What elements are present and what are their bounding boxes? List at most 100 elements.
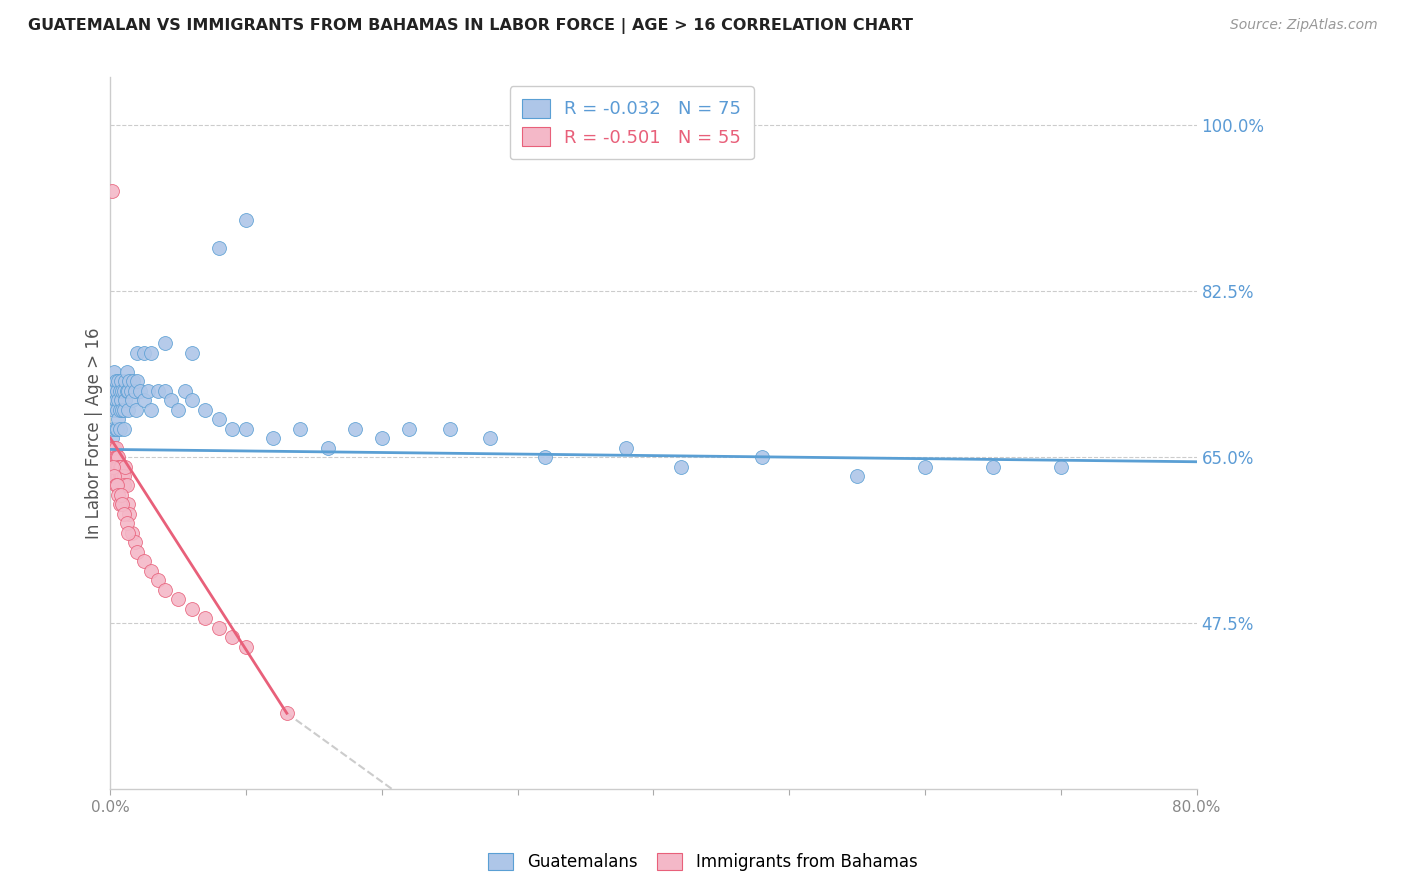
Point bbox=[104, 478, 127, 492]
Point bbox=[108, 402, 131, 417]
Point bbox=[103, 402, 125, 417]
Point bbox=[127, 345, 149, 359]
Point bbox=[115, 365, 138, 379]
Point bbox=[153, 582, 176, 597]
Point bbox=[479, 431, 502, 445]
Point bbox=[134, 345, 156, 359]
Point bbox=[127, 374, 149, 388]
Point bbox=[105, 478, 128, 492]
Point bbox=[118, 374, 141, 388]
Point bbox=[108, 384, 131, 398]
Point bbox=[235, 640, 257, 654]
Text: Source: ZipAtlas.com: Source: ZipAtlas.com bbox=[1230, 18, 1378, 32]
Point bbox=[117, 525, 139, 540]
Point bbox=[846, 469, 869, 483]
Point bbox=[114, 393, 136, 408]
Point bbox=[101, 441, 124, 455]
Point bbox=[115, 384, 138, 398]
Legend: R = -0.032   N = 75, R = -0.501   N = 55: R = -0.032 N = 75, R = -0.501 N = 55 bbox=[510, 87, 754, 160]
Point bbox=[101, 459, 124, 474]
Point bbox=[533, 450, 555, 464]
Point bbox=[101, 459, 124, 474]
Point bbox=[290, 421, 312, 435]
Point bbox=[134, 393, 156, 408]
Point bbox=[194, 402, 217, 417]
Point bbox=[103, 469, 125, 483]
Point bbox=[100, 441, 122, 455]
Point bbox=[101, 421, 124, 435]
Point bbox=[103, 450, 125, 464]
Point bbox=[104, 393, 127, 408]
Point bbox=[117, 384, 139, 398]
Point bbox=[103, 441, 125, 455]
Point bbox=[117, 402, 139, 417]
Point bbox=[208, 621, 231, 635]
Point bbox=[235, 212, 257, 227]
Point bbox=[108, 498, 131, 512]
Point bbox=[112, 478, 135, 492]
Point bbox=[111, 402, 134, 417]
Point bbox=[104, 421, 127, 435]
Point bbox=[103, 384, 125, 398]
Point bbox=[139, 345, 162, 359]
Point bbox=[112, 469, 135, 483]
Point bbox=[110, 469, 132, 483]
Point bbox=[316, 441, 339, 455]
Point bbox=[398, 421, 420, 435]
Point bbox=[111, 498, 134, 512]
Point bbox=[110, 459, 132, 474]
Point bbox=[105, 402, 128, 417]
Point bbox=[146, 574, 169, 588]
Point bbox=[167, 592, 190, 607]
Point bbox=[114, 374, 136, 388]
Point bbox=[125, 402, 148, 417]
Point bbox=[104, 441, 127, 455]
Point bbox=[669, 459, 692, 474]
Point bbox=[107, 412, 129, 426]
Point bbox=[180, 345, 202, 359]
Point bbox=[136, 384, 159, 398]
Point bbox=[129, 384, 152, 398]
Point bbox=[112, 384, 135, 398]
Point bbox=[104, 459, 127, 474]
Point bbox=[146, 384, 169, 398]
Point bbox=[160, 393, 183, 408]
Point bbox=[153, 384, 176, 398]
Point bbox=[1049, 459, 1071, 474]
Point bbox=[221, 630, 243, 644]
Point bbox=[107, 488, 129, 502]
Point bbox=[122, 374, 145, 388]
Point bbox=[139, 402, 162, 417]
Point bbox=[112, 507, 135, 521]
Point bbox=[105, 450, 128, 464]
Point bbox=[108, 469, 131, 483]
Point bbox=[107, 374, 129, 388]
Point bbox=[101, 441, 124, 455]
Point bbox=[101, 450, 124, 464]
Text: GUATEMALAN VS IMMIGRANTS FROM BAHAMAS IN LABOR FORCE | AGE > 16 CORRELATION CHAR: GUATEMALAN VS IMMIGRANTS FROM BAHAMAS IN… bbox=[28, 18, 912, 34]
Point bbox=[614, 441, 637, 455]
Point bbox=[100, 450, 122, 464]
Y-axis label: In Labor Force | Age > 16: In Labor Force | Age > 16 bbox=[86, 327, 103, 539]
Point bbox=[751, 450, 773, 464]
Point bbox=[134, 554, 156, 568]
Point bbox=[108, 459, 131, 474]
Point bbox=[107, 469, 129, 483]
Point bbox=[110, 393, 132, 408]
Point bbox=[221, 421, 243, 435]
Point bbox=[124, 535, 146, 549]
Point bbox=[112, 421, 135, 435]
Point bbox=[153, 336, 176, 351]
Point bbox=[105, 384, 128, 398]
Point bbox=[235, 421, 257, 435]
Point bbox=[110, 374, 132, 388]
Point bbox=[115, 478, 138, 492]
Point bbox=[104, 374, 127, 388]
Point bbox=[105, 421, 128, 435]
Point bbox=[105, 459, 128, 474]
Point bbox=[105, 469, 128, 483]
Point bbox=[180, 393, 202, 408]
Point bbox=[262, 431, 284, 445]
Point bbox=[981, 459, 1004, 474]
Point bbox=[120, 384, 142, 398]
